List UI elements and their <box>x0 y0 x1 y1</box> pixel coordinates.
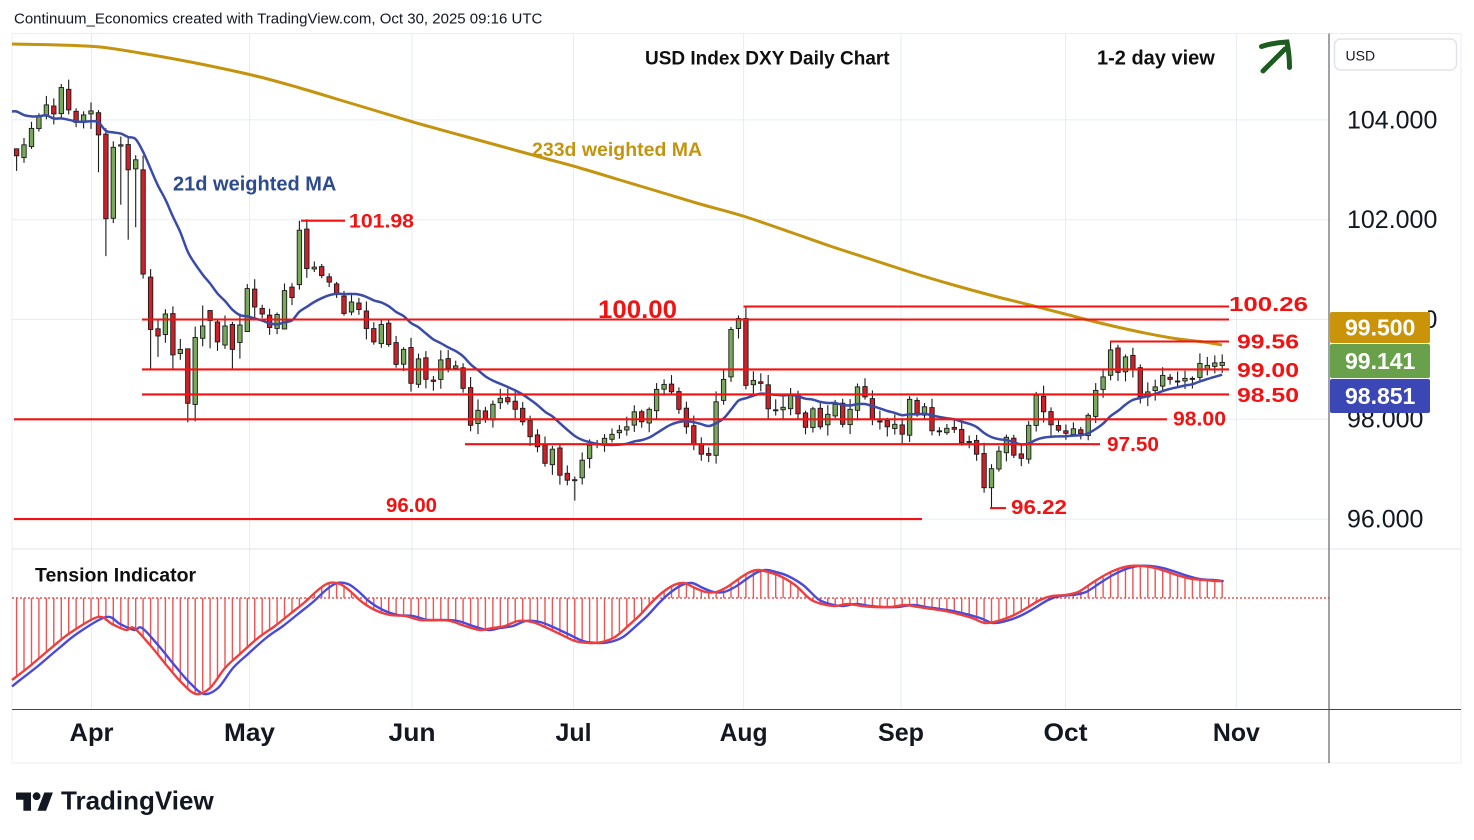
svg-text:99.141: 99.141 <box>1345 348 1416 374</box>
svg-text:98.00: 98.00 <box>1173 409 1226 431</box>
svg-text:104.000: 104.000 <box>1347 106 1437 134</box>
svg-text:96.00: 96.00 <box>386 495 437 517</box>
svg-text:21d weighted MA: 21d weighted MA <box>173 174 336 196</box>
svg-text:100.000: 100.000 <box>1347 306 1437 334</box>
svg-text:Aug: Aug <box>720 719 768 747</box>
svg-text:98.851: 98.851 <box>1345 383 1416 409</box>
svg-text:233d weighted MA: 233d weighted MA <box>532 139 702 161</box>
svg-text:Nov: Nov <box>1213 719 1260 747</box>
svg-text:100.00: 100.00 <box>598 296 677 324</box>
svg-text:Jul: Jul <box>556 719 592 747</box>
svg-text:Apr: Apr <box>70 719 114 747</box>
svg-text:102.000: 102.000 <box>1347 206 1437 234</box>
svg-text:101.98: 101.98 <box>349 212 414 233</box>
svg-text:TradingView: TradingView <box>61 786 214 816</box>
svg-text:Jun: Jun <box>389 719 436 747</box>
svg-text:May: May <box>224 719 275 747</box>
svg-text:USD: USD <box>1346 48 1376 64</box>
svg-text:98.50: 98.50 <box>1237 384 1299 407</box>
svg-text:Tension Indicator: Tension Indicator <box>35 565 196 587</box>
svg-text:96.000: 96.000 <box>1347 506 1423 534</box>
svg-text:99.500: 99.500 <box>1345 315 1415 341</box>
svg-text:Sep: Sep <box>878 719 924 747</box>
svg-text:Continuum_Economics created wi: Continuum_Economics created with Trading… <box>14 11 542 28</box>
svg-text:Oct: Oct <box>1044 719 1089 747</box>
svg-text:96.22: 96.22 <box>1011 497 1067 519</box>
svg-text:97.50: 97.50 <box>1107 434 1159 456</box>
svg-text:99.00: 99.00 <box>1237 359 1299 382</box>
svg-text:USD Index DXY Daily Chart: USD Index DXY Daily Chart <box>645 49 890 70</box>
svg-text:99.56: 99.56 <box>1237 331 1299 354</box>
svg-text:100.26: 100.26 <box>1229 293 1308 316</box>
svg-text:1-2 day view: 1-2 day view <box>1097 48 1215 70</box>
